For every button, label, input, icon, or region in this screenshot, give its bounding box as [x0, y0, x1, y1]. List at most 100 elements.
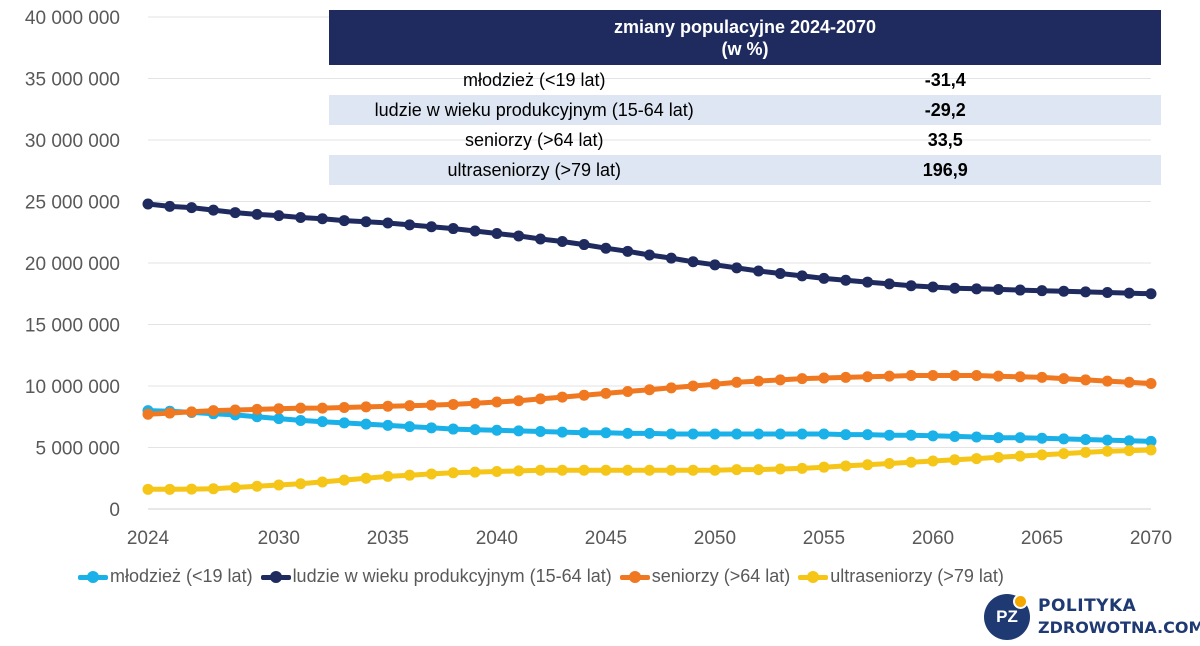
data-point: [644, 249, 655, 261]
data-point: [316, 402, 328, 414]
data-point: [1058, 433, 1070, 445]
legend-label: ultraseniorzy (>79 lat): [830, 566, 1004, 586]
data-point: [644, 427, 655, 439]
data-point: [1036, 371, 1048, 383]
data-point: [382, 217, 394, 229]
data-point: [513, 230, 525, 242]
y-tick-label: 0: [109, 500, 120, 521]
data-point: [665, 252, 677, 264]
data-point: [818, 428, 830, 440]
data-point: [665, 464, 677, 476]
data-point: [207, 483, 219, 495]
legend-item-ultraseniorzy[interactable]: ultraseniorzy (>79 lat): [798, 566, 1004, 587]
logo-dot-icon: [1013, 594, 1028, 609]
data-point: [1014, 371, 1026, 383]
data-point: [1145, 288, 1157, 300]
data-point: [687, 380, 699, 392]
data-point: [883, 457, 895, 469]
legend-item-mlodziez[interactable]: młodzież (<19 lat): [78, 566, 253, 587]
data-point: [992, 283, 1004, 295]
data-point: [404, 219, 416, 231]
data-point: [840, 429, 852, 441]
data-point: [840, 274, 852, 286]
data-point: [469, 424, 481, 436]
data-point: [1101, 287, 1113, 299]
data-point: [883, 370, 895, 382]
data-point: [1080, 374, 1092, 386]
legend-item-seniorzy[interactable]: seniorzy (>64 lat): [619, 566, 790, 587]
data-point: [1036, 285, 1048, 297]
data-point: [447, 223, 459, 235]
table-row: młodzież (<19 lat) -31,4: [329, 65, 1161, 95]
data-point: [425, 399, 437, 411]
data-point: [665, 382, 677, 394]
x-tick-label: 2055: [803, 528, 845, 549]
row-label: seniorzy (>64 lat): [464, 129, 604, 150]
data-point: [883, 429, 895, 441]
data-point: [992, 451, 1004, 463]
polityka-zdrowotna-logo[interactable]: PZ POLITYKA ZDROWOTNA.COM: [984, 594, 1200, 640]
data-point: [556, 235, 568, 247]
data-point: [186, 483, 198, 495]
row-value: 196,9: [739, 155, 1161, 185]
population-change-table: zmiany populacyjne 2024-2070 (w %) młodz…: [329, 10, 1161, 185]
data-point: [273, 479, 285, 491]
y-tick-label: 30 000 000: [25, 131, 120, 152]
data-point: [600, 242, 612, 254]
data-point: [949, 430, 961, 442]
table-row: ultraseniorzy (>79 lat) 196,9: [329, 155, 1161, 185]
data-point: [1014, 450, 1026, 462]
data-point: [142, 408, 154, 420]
data-point: [382, 470, 394, 482]
data-point: [796, 428, 808, 440]
data-point: [1123, 445, 1135, 457]
data-point: [622, 427, 634, 439]
data-point: [1058, 285, 1070, 297]
x-tick-label: 2035: [367, 528, 409, 549]
data-point: [1123, 287, 1135, 299]
data-point: [992, 432, 1004, 444]
data-point: [425, 422, 437, 434]
data-point: [316, 213, 328, 225]
data-point: [731, 464, 743, 476]
data-point: [709, 378, 721, 390]
data-point: [251, 208, 263, 220]
data-point: [164, 407, 176, 419]
data-point: [164, 200, 176, 212]
data-point: [491, 465, 503, 477]
x-axis: 2024 2030 2035 2040 2045 2050 2055 2060 2065 2070: [127, 528, 1172, 549]
data-point: [753, 375, 765, 387]
y-tick-label: 20 000 000: [25, 254, 120, 275]
data-point: [578, 464, 590, 476]
legend-item-produkcyjny[interactable]: ludzie w wieku produkcyjnym (15-64 lat): [260, 566, 612, 587]
data-point: [600, 427, 612, 439]
data-point: [1014, 432, 1026, 444]
data-point: [665, 428, 677, 440]
data-point: [1058, 373, 1070, 385]
data-point: [796, 373, 808, 385]
logo-line2: ZDROWOTNA.COM: [1038, 618, 1200, 637]
data-point: [862, 459, 874, 471]
data-point: [927, 455, 939, 467]
data-point: [971, 283, 983, 295]
y-tick-label: 40 000 000: [25, 8, 120, 29]
data-point: [534, 393, 546, 405]
data-point: [534, 233, 546, 245]
data-point: [229, 207, 241, 219]
data-point: [622, 464, 634, 476]
x-tick-label: 2070: [1130, 528, 1172, 549]
data-point: [818, 461, 830, 473]
x-tick-label: 2030: [258, 528, 300, 549]
data-point: [534, 426, 546, 438]
data-point: [425, 468, 437, 480]
logo-badge-text: PZ: [996, 607, 1018, 626]
data-point: [949, 370, 961, 382]
data-point: [796, 462, 808, 474]
logo-line1: POLITYKA: [1038, 596, 1137, 616]
data-point: [600, 464, 612, 476]
data-point: [1145, 378, 1157, 390]
data-point: [992, 370, 1004, 382]
data-point: [295, 402, 307, 414]
legend-swatch-icon: [260, 568, 291, 586]
data-point: [1145, 435, 1157, 447]
